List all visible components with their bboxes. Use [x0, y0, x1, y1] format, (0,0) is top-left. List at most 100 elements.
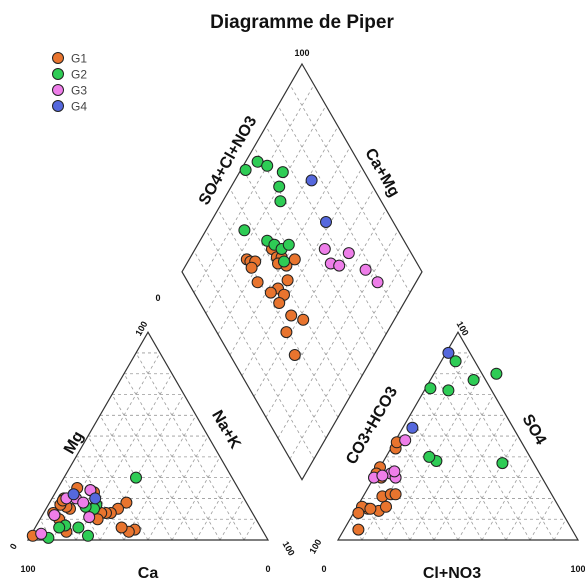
diamond-grid-line: [253, 146, 375, 356]
diamond-grid-line: [193, 250, 315, 460]
cation-triangle-grid-line: [39, 519, 53, 541]
diamond-grid-line: [241, 167, 363, 376]
diamond-grid-line: [289, 84, 411, 293]
point-g1-cation: [115, 521, 128, 534]
anion-triangle-grid-line: [361, 498, 387, 541]
diamond-frame: [181, 62, 423, 481]
anion-triangle-grid-line: [529, 498, 555, 541]
point-g4-cation: [89, 492, 102, 505]
diamond-grid-line: [289, 250, 411, 460]
diamond-grid-line: [217, 126, 339, 335]
cation-triangle-grid-line: [219, 498, 245, 541]
point-g2-diamond: [273, 180, 286, 193]
point-g1-diamond: [288, 253, 301, 266]
point-g1-cation: [120, 496, 133, 509]
cation-triangle-grid-line: [147, 435, 209, 541]
point-g2-anion: [424, 382, 437, 395]
diamond-grid-line: [265, 126, 387, 335]
point-g3-cation: [35, 527, 48, 540]
point-g2-diamond: [278, 255, 290, 268]
diamond-grid-line: [205, 105, 327, 314]
point-g2-anion: [442, 384, 455, 397]
legend-marker-g1: [52, 52, 64, 64]
tick-label-ca-100: 100: [20, 564, 35, 574]
point-g2-cation: [130, 471, 142, 484]
cation-triangle-grid-line: [171, 456, 221, 541]
point-g2-diamond: [274, 195, 287, 208]
point-g1-diamond: [281, 274, 294, 287]
legend-label-g4: G4: [71, 100, 87, 114]
point-g1-diamond: [288, 349, 301, 361]
legend-label-g2: G2: [71, 68, 87, 82]
tick-label-mg-0: 0: [8, 542, 19, 551]
point-g4-cation: [67, 488, 80, 501]
cation-triangle-grid-line: [87, 435, 149, 541]
point-g3-diamond: [371, 276, 384, 289]
point-g2-diamond: [238, 224, 251, 237]
anion-triangle-grid-line: [553, 519, 567, 541]
cation-triangle-frame: [26, 330, 270, 541]
point-g2-anion: [496, 457, 509, 470]
anion-triangle-grid-line: [505, 477, 543, 541]
point-g3-cation: [48, 509, 61, 522]
point-g1-diamond: [245, 261, 258, 274]
anion-triangle-grid-line: [373, 477, 411, 541]
cation-triangle-grid-line: [99, 394, 185, 541]
tick-label-clno3-100: 100: [570, 564, 585, 574]
point-g1-diamond: [297, 313, 310, 326]
point-g3-anion: [388, 465, 401, 478]
point-g2-diamond: [261, 159, 274, 172]
point-g4-diamond: [320, 216, 332, 228]
anion-triangle-grid-line: [481, 456, 531, 541]
point-g1-anion: [352, 507, 365, 519]
point-g2-anion: [467, 374, 480, 386]
cation-triangle-grid-line: [135, 352, 245, 541]
legend-marker-g2: [52, 68, 64, 80]
legend-label-g3: G3: [71, 84, 87, 98]
tick-label-ca-0: 0: [265, 564, 270, 574]
point-g4-diamond: [305, 174, 318, 187]
point-g2-cation: [53, 521, 66, 534]
data-points: [26, 155, 509, 544]
tick-label-clno3-0: 0: [321, 564, 326, 574]
point-g1-diamond: [251, 276, 264, 289]
point-g1-diamond: [273, 297, 286, 309]
point-g1-diamond: [285, 309, 298, 322]
point-g1-diamond: [264, 286, 277, 299]
anion-triangle-grid-line: [397, 435, 459, 541]
legend-marker-g3: [52, 84, 64, 96]
diamond-grid-line: [253, 188, 375, 397]
point-g3-cation: [83, 511, 96, 524]
point-g2-cation: [82, 529, 94, 542]
point-g3-diamond: [333, 259, 346, 272]
anion-triangle-grid-line: [409, 394, 495, 541]
anion-triangle-grid-line: [445, 352, 555, 541]
diamond-grid-line: [229, 146, 351, 356]
diamond-grid-line: [241, 167, 363, 376]
point-g3-diamond: [342, 247, 355, 260]
point-g2-cation: [72, 521, 85, 534]
cation-triangle-grid-line: [111, 394, 197, 541]
point-g2-anion: [423, 450, 436, 463]
point-g3-diamond: [318, 243, 331, 255]
diamond-grid-line: [229, 188, 351, 397]
tick-label-diamond-0: 0: [155, 293, 160, 303]
point-g4-anion: [442, 346, 455, 359]
point-g2-diamond: [282, 238, 295, 251]
tick-label-diamond-100: 100: [294, 48, 309, 58]
point-g3-anion: [376, 469, 389, 482]
legend-label-g1: G1: [71, 52, 87, 66]
point-g4-anion: [406, 421, 419, 434]
anion-triangle-grid-line: [457, 435, 519, 541]
point-g1-anion: [389, 488, 402, 501]
point-g1-anion: [380, 500, 392, 513]
point-g2-anion: [449, 355, 462, 368]
point-g1-diamond: [280, 326, 293, 339]
chart-title: Diagramme de Piper: [210, 12, 394, 33]
point-g1-anion: [352, 523, 365, 536]
point-g2-diamond: [276, 166, 289, 179]
axis-label-clno3: Cl+NO3: [423, 565, 481, 579]
point-g3-anion: [399, 434, 412, 447]
